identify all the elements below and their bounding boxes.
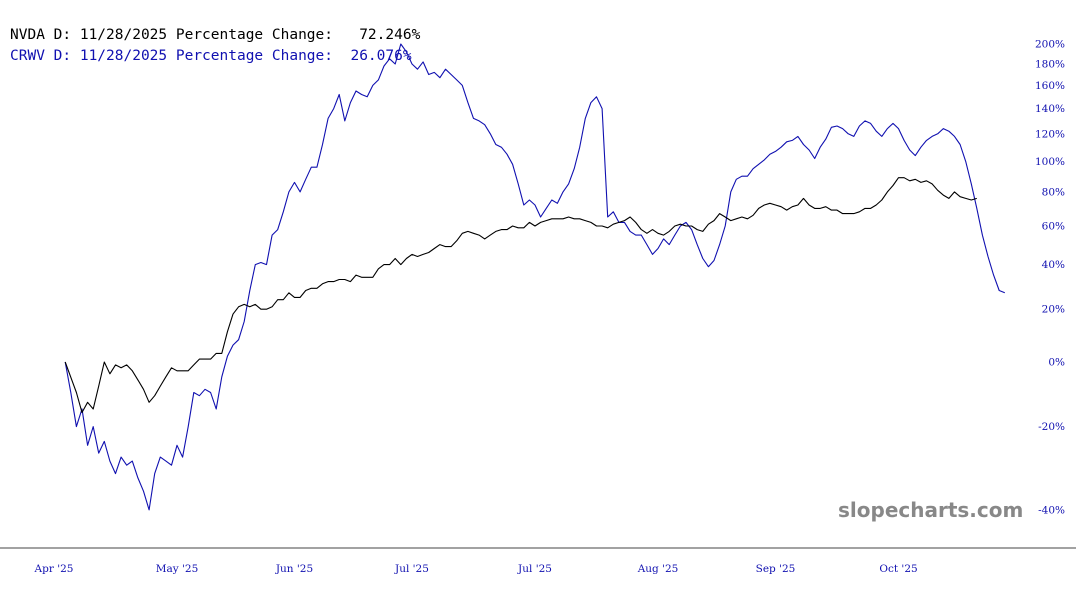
y-tick-label: 40% xyxy=(1042,259,1065,271)
y-tick-label: 0% xyxy=(1048,357,1065,369)
x-tick-label: May '25 xyxy=(156,563,199,575)
series-line-crwv xyxy=(64,43,1006,511)
y-axis: 200% 180% 160% 140% 120% 100% 80% 60% 40% 20% 0% -2… xyxy=(1035,39,1065,517)
x-tick-label: Sep '25 xyxy=(756,563,796,575)
legend-crwv: CRWV D: 11/28/2025 Percentage Change: 26… xyxy=(10,48,412,64)
y-tick-label: 160% xyxy=(1035,80,1065,92)
watermark: slopecharts.com xyxy=(838,498,1023,522)
y-tick-label: 120% xyxy=(1035,128,1065,140)
x-tick-label: Jun '25 xyxy=(275,563,313,575)
x-tick-label: Oct '25 xyxy=(879,563,917,575)
x-axis: Apr '25 May '25 Jun '25 Jul '25 Jul '25 Aug '… xyxy=(0,547,1076,575)
y-tick-label: 60% xyxy=(1042,220,1065,232)
y-tick-label: -20% xyxy=(1038,421,1065,433)
y-tick-label: 100% xyxy=(1035,156,1065,168)
y-tick-label: -40% xyxy=(1038,504,1065,516)
y-tick-label: 140% xyxy=(1035,103,1065,115)
x-tick-label: Aug '25 xyxy=(637,563,679,575)
x-tick-label: Jul '25 xyxy=(517,563,552,575)
x-tick-label: Jul '25 xyxy=(394,563,429,575)
legend-nvda: NVDA D: 11/28/2025 Percentage Change: 72… xyxy=(10,27,421,43)
series-layer xyxy=(64,43,1006,511)
y-tick-label: 20% xyxy=(1042,304,1065,316)
series-line-nvda xyxy=(64,177,977,414)
y-tick-label: 200% xyxy=(1035,39,1065,51)
x-tick-label: Apr '25 xyxy=(34,563,74,575)
y-tick-label: 80% xyxy=(1042,186,1065,198)
y-tick-label: 180% xyxy=(1035,58,1065,70)
